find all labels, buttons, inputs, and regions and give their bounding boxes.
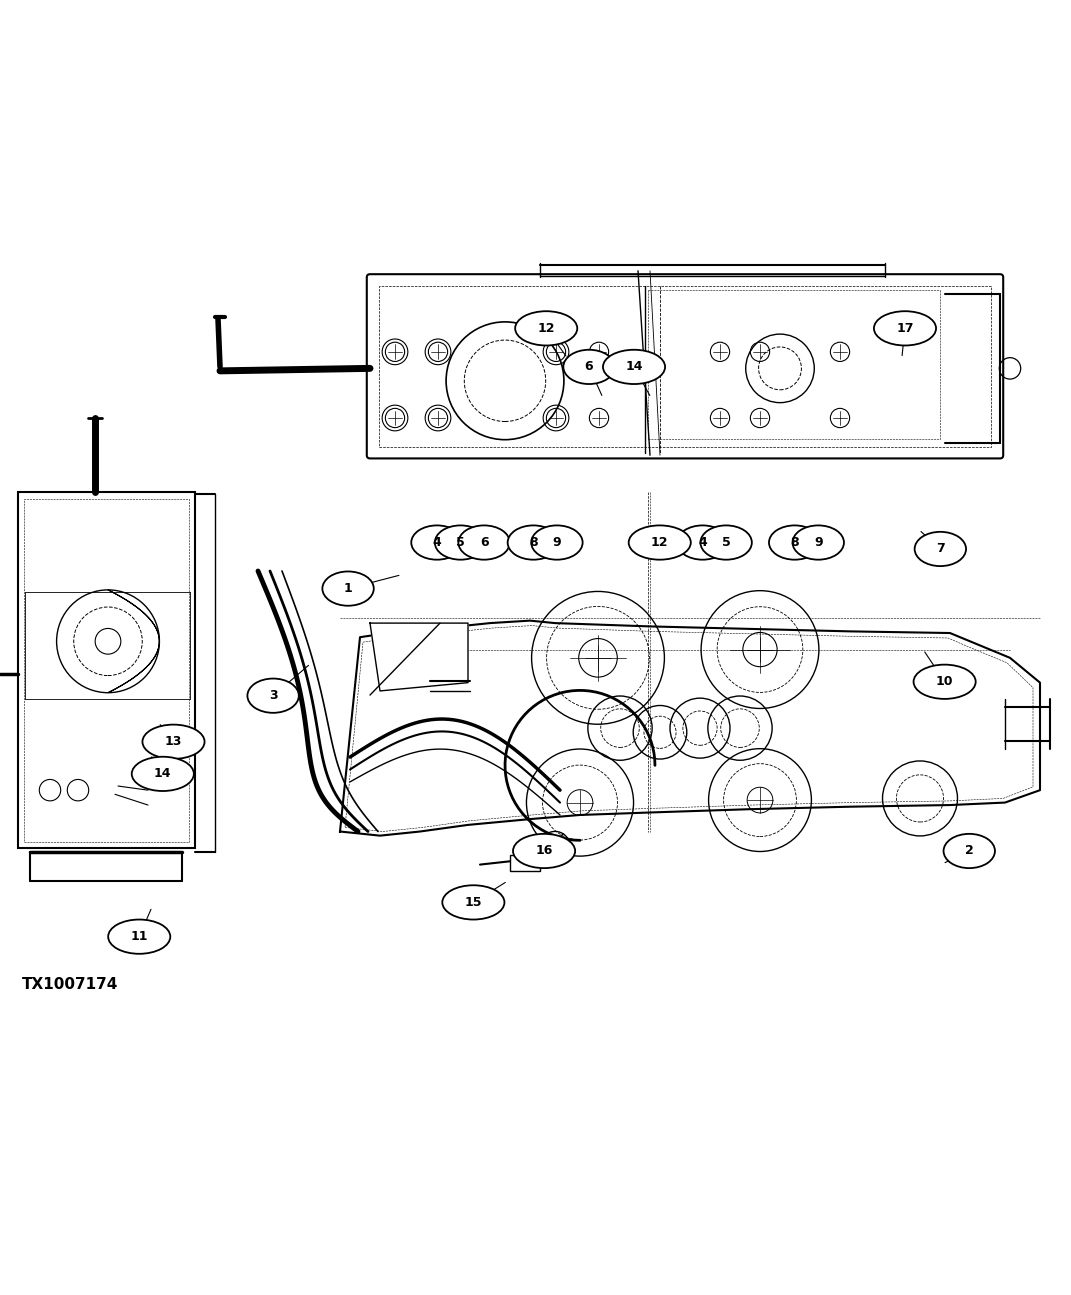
Ellipse shape — [914, 664, 976, 699]
Text: 11: 11 — [131, 930, 148, 943]
Ellipse shape — [458, 526, 510, 559]
Text: 15: 15 — [465, 896, 482, 909]
Ellipse shape — [442, 886, 504, 919]
Text: 4: 4 — [698, 536, 707, 549]
Text: 14: 14 — [625, 360, 643, 373]
Text: 5: 5 — [456, 536, 465, 549]
Ellipse shape — [915, 532, 966, 566]
Text: 14: 14 — [154, 768, 171, 781]
Ellipse shape — [944, 834, 995, 868]
Text: 4: 4 — [433, 536, 441, 549]
Text: 8: 8 — [790, 536, 799, 549]
Ellipse shape — [874, 311, 936, 346]
Ellipse shape — [508, 526, 559, 559]
Text: 6: 6 — [480, 536, 488, 549]
Text: 5: 5 — [722, 536, 730, 549]
Text: 12: 12 — [651, 536, 668, 549]
Ellipse shape — [629, 526, 691, 559]
Ellipse shape — [700, 526, 752, 559]
Text: 3: 3 — [269, 689, 277, 702]
Bar — [18, 492, 195, 848]
Bar — [510, 855, 540, 872]
Ellipse shape — [108, 919, 170, 954]
Bar — [545, 838, 560, 855]
Ellipse shape — [769, 526, 820, 559]
Ellipse shape — [677, 526, 728, 559]
Text: 16: 16 — [536, 844, 553, 857]
Ellipse shape — [513, 834, 575, 868]
Ellipse shape — [142, 725, 205, 759]
Ellipse shape — [531, 526, 583, 559]
Text: 7: 7 — [936, 543, 945, 556]
Ellipse shape — [132, 756, 194, 791]
Polygon shape — [340, 620, 1040, 835]
FancyBboxPatch shape — [366, 275, 1004, 458]
Ellipse shape — [322, 571, 374, 606]
Text: 8: 8 — [529, 536, 538, 549]
Text: 6: 6 — [585, 360, 593, 373]
Ellipse shape — [515, 311, 577, 346]
Text: 1: 1 — [344, 581, 352, 596]
Text: TX1007174: TX1007174 — [21, 978, 118, 992]
Text: 2: 2 — [965, 844, 974, 857]
Text: 17: 17 — [896, 322, 914, 335]
Text: 13: 13 — [165, 736, 182, 749]
Ellipse shape — [247, 679, 299, 712]
Ellipse shape — [435, 526, 486, 559]
Text: 12: 12 — [538, 322, 555, 335]
Text: 10: 10 — [936, 675, 953, 688]
Ellipse shape — [411, 526, 463, 559]
Text: 9: 9 — [814, 536, 823, 549]
Polygon shape — [369, 623, 468, 692]
Ellipse shape — [563, 350, 615, 385]
Ellipse shape — [793, 526, 844, 559]
Ellipse shape — [603, 350, 665, 385]
Text: 9: 9 — [553, 536, 561, 549]
